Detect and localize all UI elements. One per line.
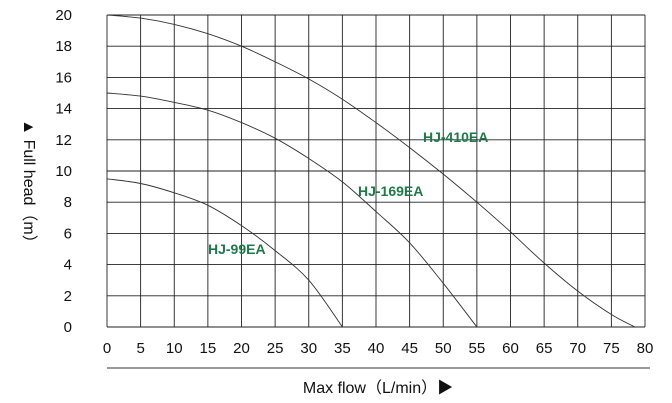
y-tick-label: 2 — [64, 288, 72, 305]
y-tick-label: 6 — [64, 225, 72, 242]
x-tick-label: 20 — [233, 340, 250, 357]
x-tick-label: 30 — [300, 340, 317, 357]
y-tick-label: 14 — [55, 101, 72, 118]
x-tick-label: 0 — [103, 340, 111, 357]
x-tick-label: 35 — [334, 340, 351, 357]
x-tick-label: 80 — [637, 340, 654, 357]
series-line-hj-410ea — [106, 14, 636, 328]
series-label-hj-169ea: HJ-169EA — [358, 183, 423, 199]
x-axis-label: Max flow（L/min）▶ — [303, 379, 453, 397]
x-tick-label: 65 — [536, 340, 553, 357]
y-tick-label: 18 — [55, 38, 72, 55]
series-label-hj-99ea: HJ-99EA — [208, 241, 266, 257]
y-tick-label: 10 — [55, 163, 72, 180]
y-tick-label: 0 — [64, 319, 72, 336]
y-tick-label: 12 — [55, 132, 72, 149]
x-tick-label: 5 — [136, 340, 144, 357]
series-label-hj-410ea: HJ-410EA — [423, 129, 488, 145]
x-tick-label: 15 — [200, 340, 217, 357]
series-labels: HJ-410EA HJ-169EA HJ-99EA — [208, 129, 488, 257]
y-tick-label: 4 — [64, 257, 72, 274]
y-tick-labels: 0 2 4 6 8 10 12 14 16 18 20 — [55, 7, 72, 336]
y-tick-label: 16 — [55, 69, 72, 86]
x-tick-label: 70 — [569, 340, 586, 357]
x-tick-label: 50 — [435, 340, 452, 357]
grid — [106, 14, 646, 328]
y-tick-label: 20 — [55, 7, 72, 24]
series-line-hj-169ea — [106, 92, 478, 328]
x-tick-label: 75 — [603, 340, 620, 357]
x-tick-label: 40 — [368, 340, 385, 357]
x-tick-label: 10 — [166, 340, 183, 357]
x-tick-label: 45 — [401, 340, 418, 357]
x-tick-label: 25 — [267, 340, 284, 357]
x-tick-label: 55 — [469, 340, 486, 357]
y-axis-label: ▲ Full head（m） — [20, 119, 38, 250]
x-tick-labels: 0 5 10 15 20 25 30 35 40 45 50 55 60 65 70 75 80 — [103, 340, 654, 357]
curves — [106, 14, 636, 328]
series-line-hj-99ea — [106, 178, 343, 328]
y-tick-label: 8 — [64, 194, 72, 211]
x-tick-label: 60 — [502, 340, 519, 357]
